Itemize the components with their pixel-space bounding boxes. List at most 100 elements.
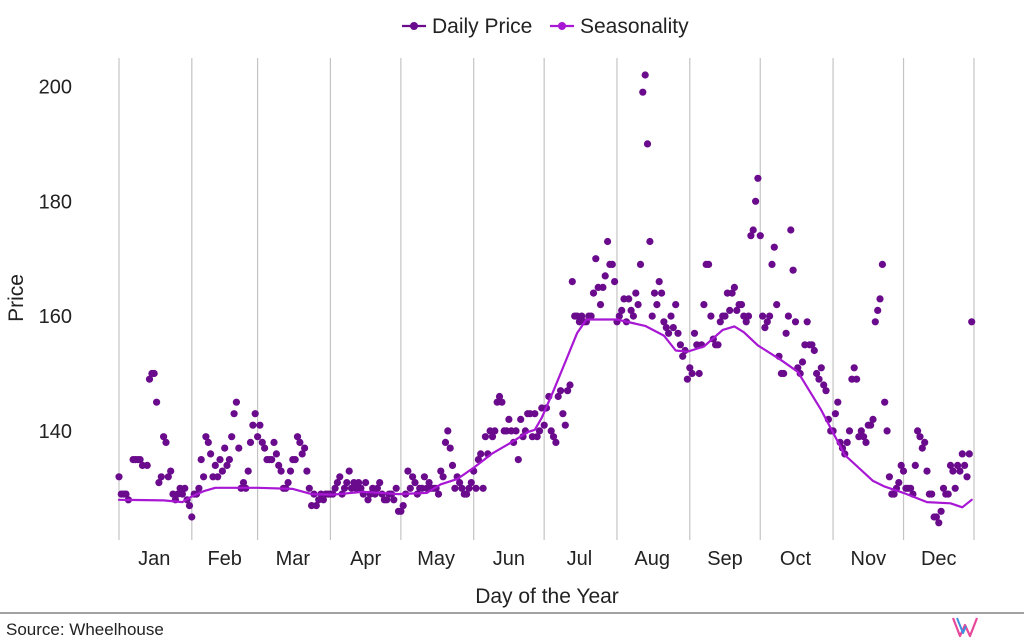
daily-price-point xyxy=(949,467,957,475)
daily-price-point xyxy=(552,438,560,446)
daily-price-points xyxy=(115,71,976,527)
daily-price-point xyxy=(643,140,652,148)
daily-price-point xyxy=(653,301,661,309)
daily-price-point xyxy=(871,318,879,326)
daily-price-point xyxy=(627,306,635,314)
daily-price-point xyxy=(557,387,565,395)
daily-price-point xyxy=(296,438,304,446)
daily-price-point xyxy=(928,490,936,498)
daily-price-point xyxy=(869,415,877,423)
daily-price-point xyxy=(312,502,320,510)
daily-price-point xyxy=(770,243,778,251)
daily-price-point xyxy=(641,71,649,79)
daily-price-point xyxy=(143,461,151,469)
daily-price-point xyxy=(498,398,506,406)
daily-price-point xyxy=(939,484,948,492)
daily-price-point xyxy=(634,301,642,309)
daily-price-point xyxy=(549,433,558,441)
daily-price-point xyxy=(761,324,769,332)
daily-price-point xyxy=(225,456,233,464)
daily-price-point xyxy=(744,312,753,320)
daily-price-point xyxy=(878,260,887,268)
daily-price-point xyxy=(768,260,776,268)
x-tick-label: Oct xyxy=(780,548,812,570)
daily-price-point xyxy=(155,479,163,487)
daily-price-point xyxy=(373,484,381,492)
daily-price-point xyxy=(782,329,790,337)
daily-price-point xyxy=(789,266,797,274)
daily-price-point xyxy=(763,318,771,326)
daily-price-point xyxy=(333,479,341,487)
daily-price-point xyxy=(343,479,351,487)
daily-price-point xyxy=(721,312,729,320)
daily-price-point xyxy=(437,467,445,475)
daily-price-point xyxy=(517,415,525,423)
daily-price-point xyxy=(669,324,677,332)
daily-price-point xyxy=(845,427,854,435)
daily-price-point xyxy=(533,433,541,441)
daily-price-point xyxy=(200,473,208,481)
y-axis-title: Price xyxy=(5,274,28,322)
daily-price-point xyxy=(397,507,405,515)
daily-price-point xyxy=(448,461,457,469)
daily-price-point xyxy=(284,479,292,487)
daily-price-point xyxy=(780,369,788,378)
daily-price-point xyxy=(145,375,154,383)
x-tick-label: Jul xyxy=(567,548,593,570)
daily-price-point xyxy=(491,427,499,435)
daily-price-point xyxy=(406,484,414,492)
daily-price-point xyxy=(216,456,224,464)
daily-price-point xyxy=(195,484,203,492)
y-tick-label: 200 xyxy=(39,76,72,98)
daily-price-point xyxy=(207,450,215,458)
daily-price-point xyxy=(258,438,266,446)
daily-price-point xyxy=(700,301,708,309)
daily-price-point xyxy=(876,295,884,303)
daily-price-point xyxy=(958,450,966,458)
daily-price-point xyxy=(636,260,645,268)
daily-price-point xyxy=(965,450,973,458)
x-axis-ticks: Jan Feb Mar Apr May Jun Jul Aug Sep Oct Nov Dec xyxy=(138,548,956,570)
daily-price-point xyxy=(411,479,419,487)
daily-price-point xyxy=(787,226,795,234)
daily-price-point xyxy=(733,306,741,314)
y-axis-ticks: 140 160 180 200 xyxy=(39,76,72,442)
daily-price-point xyxy=(707,312,715,320)
daily-price-point xyxy=(444,427,452,435)
legend-swatch-dot xyxy=(558,22,566,30)
legend-label-seasonality: Seasonality xyxy=(580,15,689,38)
daily-price-point xyxy=(658,289,666,297)
daily-price-point xyxy=(409,473,417,481)
x-tick-label: Mar xyxy=(276,548,311,570)
daily-price-point xyxy=(803,318,811,326)
daily-price-point xyxy=(136,456,144,464)
daily-price-point xyxy=(160,433,168,441)
daily-price-point xyxy=(566,381,574,389)
daily-price-point xyxy=(223,461,231,469)
daily-price-point xyxy=(479,484,487,492)
daily-price-point xyxy=(214,473,222,481)
daily-price-point xyxy=(293,433,302,441)
daily-price-point xyxy=(874,306,882,314)
daily-price-point xyxy=(944,490,952,498)
daily-price-point xyxy=(946,461,955,469)
daily-price-point xyxy=(465,484,473,492)
legend-label-daily-price: Daily Price xyxy=(432,15,532,38)
y-tick-label: 140 xyxy=(39,421,72,443)
daily-price-point xyxy=(246,438,255,446)
daily-price-point xyxy=(425,479,433,487)
daily-price-point xyxy=(954,461,962,469)
daily-price-point xyxy=(911,461,919,469)
daily-price-point xyxy=(625,295,633,303)
daily-price-point xyxy=(895,479,903,487)
daily-price-point xyxy=(798,358,807,366)
daily-price-point xyxy=(230,410,238,418)
daily-price-point xyxy=(784,312,793,320)
daily-price-point xyxy=(446,444,454,452)
daily-price-point xyxy=(244,467,252,475)
daily-price-point xyxy=(599,283,607,291)
daily-price-point xyxy=(162,438,170,446)
x-tick-label: Feb xyxy=(207,548,241,570)
daily-price-point xyxy=(535,427,544,435)
daily-price-point xyxy=(319,496,327,504)
